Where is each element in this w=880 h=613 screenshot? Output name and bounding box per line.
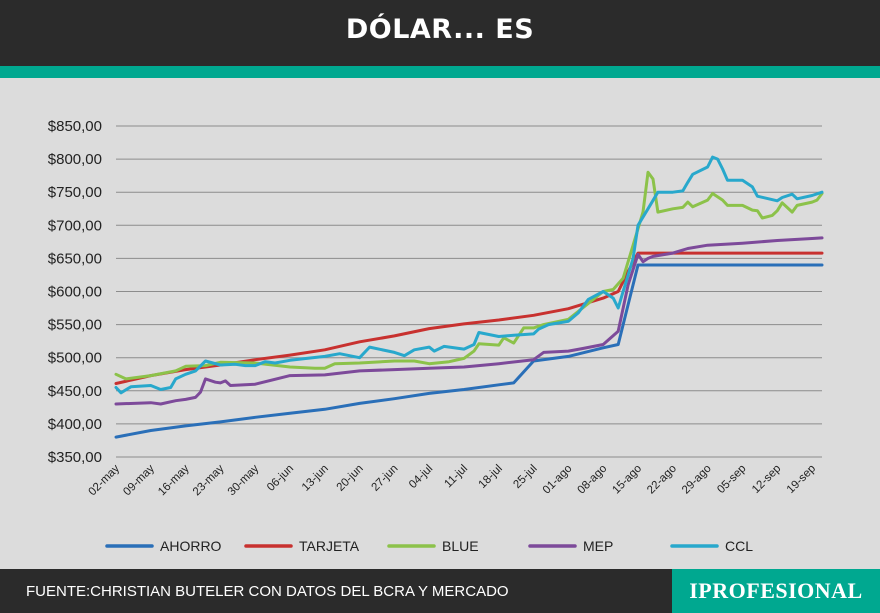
y-tick-label: $650,00 <box>48 250 102 267</box>
line-chart: $350,00 $400,00 $450,00 $500,00 $550,00 $600,… <box>48 118 824 554</box>
series-line-ccl <box>114 155 824 395</box>
y-tick-label: $500,00 <box>48 350 102 367</box>
page-title: DÓLAR... ES <box>345 14 535 45</box>
x-tick-label: 05-sep <box>715 463 748 496</box>
x-tick-label: 18-jul <box>477 463 505 491</box>
x-tick-label: 04-jul <box>407 463 435 491</box>
y-tick-label: $700,00 <box>48 217 102 234</box>
x-tick-label: 20-jun <box>335 463 366 494</box>
x-tick-label: 01-ago <box>541 463 575 497</box>
legend-label-ahorro: AHORRO <box>160 538 222 554</box>
x-tick-label: 22-ago <box>645 463 679 497</box>
x-tick-label: 27-jun <box>369 463 400 494</box>
legend-label-ccl: CCL <box>725 538 753 554</box>
x-tick-label: 08-ago <box>576 463 610 497</box>
x-tick-label: 12-sep <box>750 463 783 496</box>
y-tick-label: $750,00 <box>48 184 102 201</box>
accent-band <box>0 66 880 78</box>
x-tick-label: 06-jun <box>265 463 296 494</box>
x-tick-label: 13-jun <box>300 463 331 494</box>
x-tick-label: 15-ago <box>610 463 644 497</box>
chart-panel: $350,00 $400,00 $450,00 $500,00 $550,00 $600,… <box>0 78 880 569</box>
y-tick-label: $600,00 <box>48 284 102 301</box>
y-tick-label: $450,00 <box>48 383 102 400</box>
y-tick-label: $850,00 <box>48 118 102 135</box>
source-text: FUENTE:CHRISTIAN BUTELER CON DATOS DEL B… <box>26 583 509 600</box>
x-tick-label: 19-sep <box>785 463 818 496</box>
x-tick-label: 25-jul <box>511 463 539 491</box>
series-line-mep <box>114 236 824 406</box>
brand-logo: IPROFESIONAL <box>672 569 880 613</box>
x-tick-label: 30-may <box>226 462 262 498</box>
legend-label-blue: BLUE <box>442 538 479 554</box>
y-tick-label: $550,00 <box>48 317 102 334</box>
x-tick-label: 16-may <box>156 462 192 498</box>
y-tick-label: $400,00 <box>48 416 102 433</box>
y-tick-label: $350,00 <box>48 449 102 466</box>
legend-label-tarjeta: TARJETA <box>299 538 360 554</box>
x-tick-label: 29-ago <box>680 463 714 497</box>
legend-label-mep: MEP <box>583 538 613 554</box>
header-bar: DÓLAR... ES <box>0 0 880 66</box>
series-line-blue <box>114 170 824 381</box>
y-tick-label: $800,00 <box>48 151 102 168</box>
series-line-ahorro <box>114 263 824 439</box>
footer-bar: FUENTE:CHRISTIAN BUTELER CON DATOS DEL B… <box>0 569 880 613</box>
x-tick-label: 23-may <box>191 462 227 498</box>
x-tick-label: 11-jul <box>442 463 470 491</box>
x-tick-label: 09-may <box>121 462 157 498</box>
x-tick-label: 02-may <box>87 462 123 498</box>
